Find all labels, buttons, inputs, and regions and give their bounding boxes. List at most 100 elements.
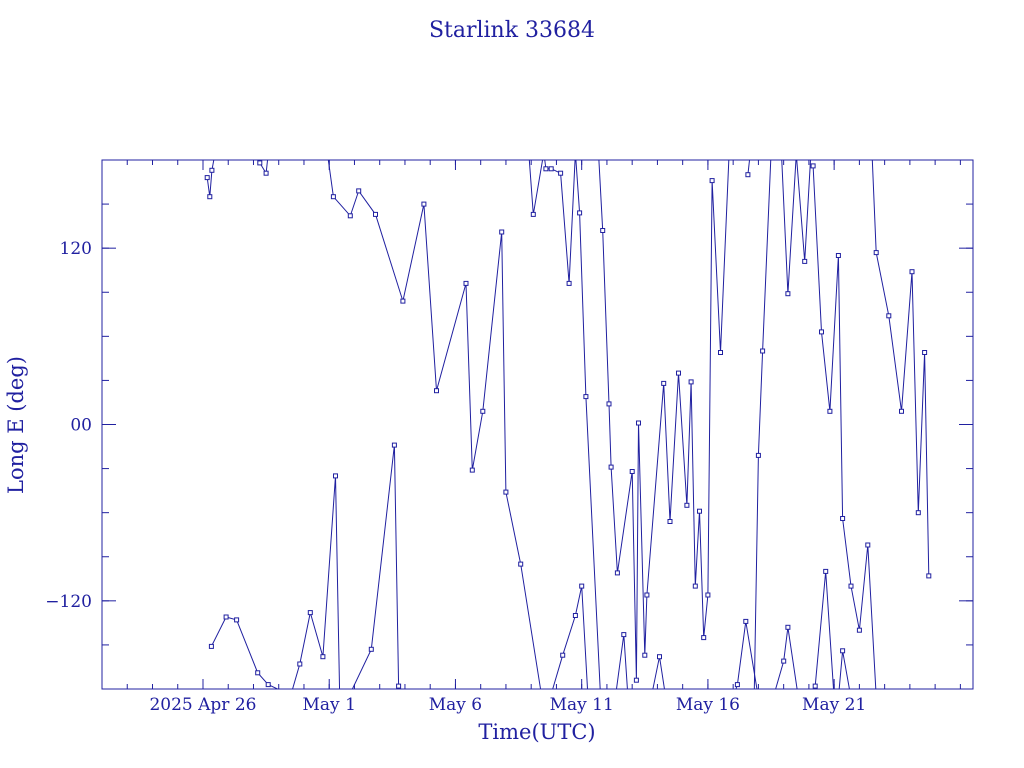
data-point	[480, 408, 486, 414]
data-point	[705, 592, 711, 598]
data-point	[684, 502, 690, 508]
y-tick-label: 120	[60, 239, 92, 259]
y-axis-label: Long E (deg)	[4, 356, 28, 494]
series-line	[210, 616, 279, 689]
data-point	[257, 160, 263, 166]
data-point	[629, 469, 635, 474]
data-point	[785, 624, 791, 630]
data-point	[657, 654, 662, 660]
x-axis-label: Time(UTC)	[478, 720, 595, 744]
axis-ticks	[101, 159, 973, 690]
data-point	[396, 683, 402, 689]
data-point	[899, 408, 904, 414]
data-point	[421, 201, 427, 207]
data-point	[503, 489, 509, 495]
x-tick-label: May 1	[303, 695, 356, 715]
series-line	[528, 160, 601, 689]
data-point	[644, 592, 650, 598]
data-point	[692, 583, 698, 589]
series-line	[753, 160, 772, 689]
data-point	[760, 348, 766, 354]
data-point	[566, 280, 572, 286]
data-point	[614, 570, 620, 576]
data-point	[909, 269, 915, 275]
data-point	[745, 172, 751, 178]
data-point	[608, 464, 614, 470]
series-line	[838, 650, 850, 689]
series-line	[813, 571, 835, 689]
data-point	[718, 350, 723, 355]
y-tick-label: −120	[45, 592, 92, 612]
data-point	[810, 163, 816, 169]
data-point	[922, 350, 928, 355]
series-line	[615, 634, 628, 689]
data-point	[840, 648, 846, 654]
data-point	[661, 380, 667, 386]
data-point	[209, 167, 215, 173]
x-tick-label: May 6	[429, 695, 482, 715]
data-point	[255, 670, 261, 676]
data-point	[819, 329, 824, 335]
data-point	[373, 211, 378, 217]
data-point	[320, 654, 326, 660]
y-tick-label: 00	[70, 416, 92, 436]
series-line	[598, 160, 730, 681]
data-point	[208, 643, 214, 649]
data-point	[785, 291, 791, 297]
data-point	[548, 166, 554, 172]
data-point	[572, 613, 578, 618]
series-line	[775, 627, 798, 689]
data-point	[709, 178, 715, 184]
data-point	[823, 568, 829, 574]
data-point	[642, 652, 648, 658]
data-point	[676, 370, 681, 376]
x-tick-label: May 11	[550, 695, 614, 715]
data-point	[873, 250, 879, 256]
data-point	[840, 516, 846, 521]
data-point	[297, 661, 303, 667]
axis-tick-labels: 2025 Apr 26 May 1 May 6 May 11 May 16 May 21 −…	[45, 239, 866, 715]
data-point	[606, 401, 612, 407]
x-tick-label: 2025 Apr 26	[149, 695, 256, 715]
data-point	[734, 682, 740, 688]
data-point	[755, 452, 761, 458]
data-point	[697, 508, 702, 514]
data-point	[848, 583, 854, 589]
data-point	[621, 632, 627, 638]
data-point	[636, 420, 641, 426]
data-point	[743, 618, 749, 624]
plot-area	[101, 159, 974, 690]
data-point	[391, 442, 397, 448]
series-line	[351, 445, 401, 689]
data-point	[223, 614, 229, 620]
plot-frame	[101, 159, 974, 690]
data-point	[234, 617, 240, 623]
series-line	[735, 621, 758, 689]
series-line	[652, 656, 665, 689]
data-point	[560, 652, 566, 658]
data-point	[265, 682, 271, 688]
data-point	[518, 561, 524, 567]
data-point	[207, 194, 213, 200]
series-line	[327, 160, 542, 689]
data-point	[434, 388, 439, 394]
data-point	[577, 210, 583, 216]
data-point	[812, 683, 818, 689]
data-point	[667, 519, 673, 524]
data-point	[802, 258, 808, 264]
data-point	[463, 280, 469, 286]
series-line	[552, 585, 589, 689]
data-point	[330, 194, 336, 200]
series-line	[747, 160, 751, 175]
data-point	[856, 627, 862, 633]
data-point	[400, 298, 406, 304]
data-point	[356, 188, 362, 194]
data-point	[204, 175, 210, 181]
series-line	[206, 160, 215, 197]
data-point	[701, 635, 707, 641]
data-point	[558, 170, 564, 176]
series-line	[812, 165, 877, 689]
data-point	[781, 658, 787, 664]
data-point	[307, 610, 313, 616]
